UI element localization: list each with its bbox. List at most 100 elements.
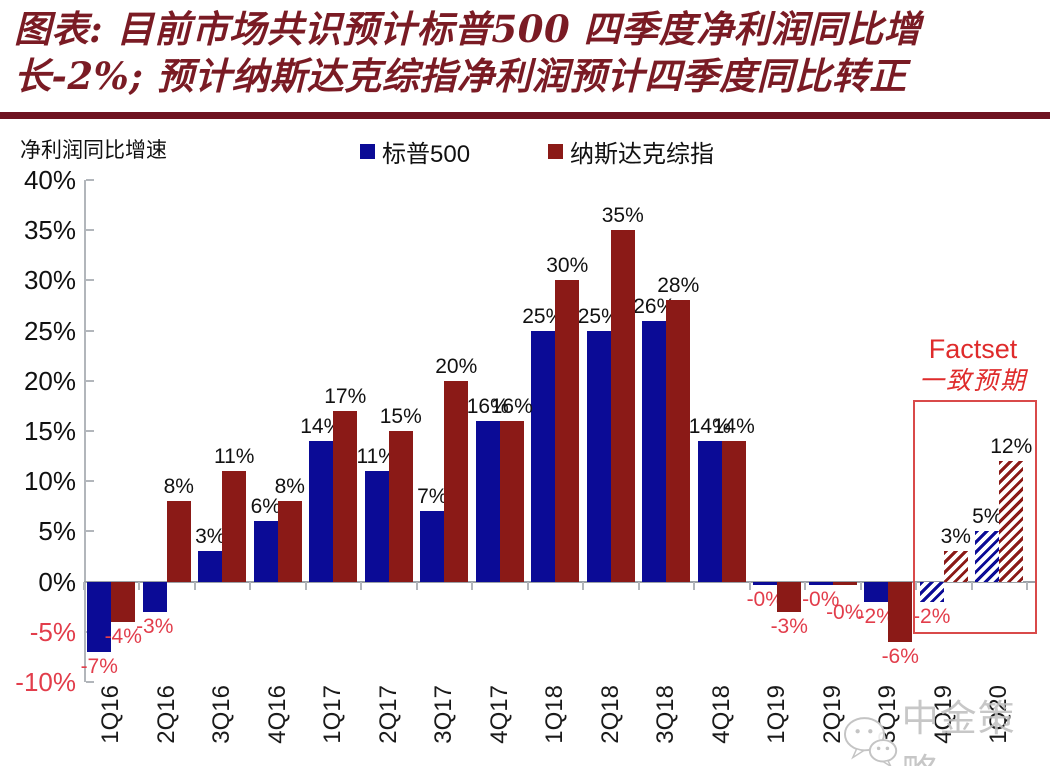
bar [222,471,247,582]
bar-label: 16% [490,394,533,418]
bar-label: 30% [546,254,589,278]
x-tick [970,581,973,590]
y-tick-label: 15% [23,416,76,446]
y-tick-label: 20% [23,365,76,396]
bar-label: 11% [214,445,255,469]
y-tick-label: 5% [38,516,76,547]
bar-label: 12% [990,435,1033,459]
bar [697,441,722,582]
bar-label: -3% [136,614,174,638]
bar [642,320,667,582]
y-tick [86,681,94,683]
factset-annotation-line1: Factset [928,334,1018,364]
forecast-box [913,400,1037,634]
bar-label: 20% [435,354,478,378]
y-tick-label: 30% [23,265,76,296]
x-tick [82,581,85,590]
bar [808,581,833,585]
bar-label: 3% [940,525,971,549]
title-divider [0,112,1050,119]
bar-label: 7% [417,485,448,509]
y-tick [86,229,94,232]
bar [721,441,746,582]
bar-label: -4% [104,624,142,648]
bar [166,501,191,582]
x-tick-label: 4Q16 [263,685,291,744]
x-tick [804,581,806,590]
x-tick [915,581,917,590]
x-tick [582,581,584,590]
x-tick-label: 2Q18 [596,685,624,744]
x-tick-label: 1Q18 [541,685,569,744]
wechat-icon [843,717,898,766]
bar-label: -6% [881,644,919,668]
x-tick-label: 1Q17 [319,685,347,744]
y-axis-title: 净利润同比增速 [20,139,167,162]
bar-label: 8% [274,475,305,499]
y-tick-label: 40% [23,165,76,195]
legend-label-sp500: 标普500 [382,141,471,168]
y-tick-label: 35% [23,215,76,246]
x-tick-label: 2Q16 [152,685,180,744]
bar-estimate [975,531,1000,582]
x-tick [526,581,529,590]
bar-label: -0% [746,587,784,611]
bar-label: 17% [324,384,367,408]
x-tick [304,581,307,590]
bar [832,581,857,585]
legend-item-nasdaq: 纳斯达克综指 [548,134,714,169]
bar [388,431,413,582]
bar [499,420,524,582]
nasdaq-swatch-icon [548,144,564,159]
x-tick-label: 4Q17 [485,685,513,744]
x-tick [859,581,862,590]
bar-label: 3% [195,525,226,549]
bar-label: 11% [356,445,397,469]
bar-label: -3% [770,614,808,638]
x-tick [138,581,140,590]
bar-label: 5% [972,505,1003,529]
bar-label: -0% [826,600,864,624]
chart-title-line2: 长-2%; 预计纳斯达克综指净利润预计四季度同比转正 [14,54,907,98]
x-tick [360,581,362,590]
bar-label: 26% [633,294,676,318]
bar-label: 14% [712,415,755,439]
bar-label: -0% [802,587,840,611]
watermark: 中金策略 [843,688,1050,766]
bar [333,410,358,582]
x-tick [471,581,473,590]
y-tick [86,530,94,533]
x-tick-label: 1Q19 [763,685,791,744]
y-tick [86,179,94,181]
bar-label: 8% [163,475,194,499]
legend-label-nasdaq: 纳斯达克综指 [570,141,715,168]
x-tick-label: 4Q18 [707,685,735,744]
bar-label: -7% [80,654,118,678]
x-tick-label: 1Q16 [97,685,125,744]
bar [309,441,334,582]
bar-estimate [999,461,1024,582]
bar [198,551,223,582]
bar-label: -2% [857,604,895,628]
bar-label: 16% [466,394,509,418]
y-axis-line [84,180,86,682]
y-tick [86,329,94,332]
bar [87,581,112,652]
bar [531,330,556,582]
y-tick-label: -5% [29,616,76,647]
legend-item-sp500: 标普500 [360,134,470,169]
bar-label: -2% [913,604,951,628]
bar-estimate [919,581,944,602]
x-tick-label: 3Q17 [430,685,458,744]
bar [142,581,167,612]
bar [753,581,778,585]
bar-label: 25% [577,304,620,328]
bar-label: 35% [601,204,644,228]
factset-annotation-line2: 一致预期 [918,366,1027,395]
bar-label: 15% [379,405,422,428]
x-tick [193,581,196,590]
bar [364,471,389,582]
bar [666,300,691,582]
